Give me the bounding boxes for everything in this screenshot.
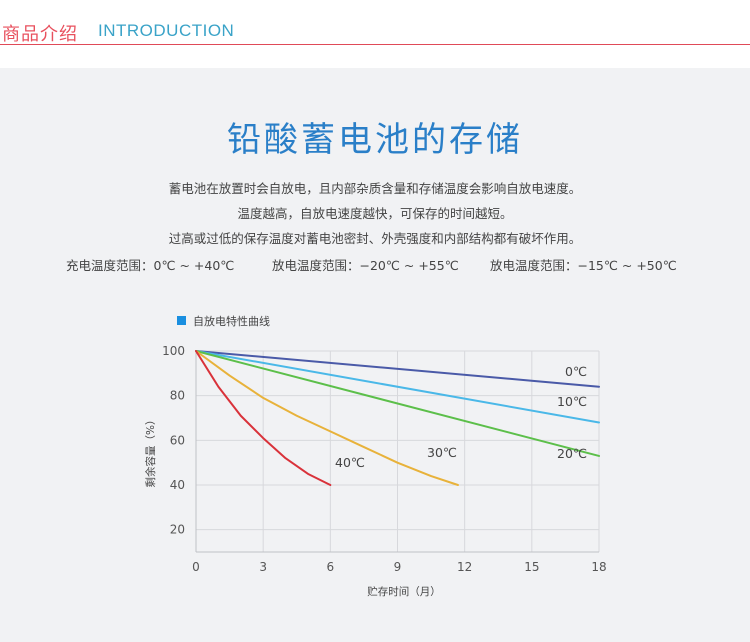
series-label: 0℃ — [565, 364, 587, 379]
header-divider — [0, 44, 750, 45]
x-tick-label: 12 — [457, 560, 472, 574]
x-axis-title: 贮存时间（月） — [367, 585, 441, 598]
x-tick-label: 0 — [192, 560, 200, 574]
legend-label: 自放电特性曲线 — [193, 314, 270, 328]
intro-line-1: 蓄电池在放置时会自放电，且内部杂质含量和存储温度会影响自放电速度。 — [168, 181, 582, 196]
series-label: 30℃ — [427, 445, 457, 460]
series-label: 20℃ — [557, 446, 587, 461]
x-tick-label: 3 — [259, 560, 267, 574]
x-tick-label: 9 — [394, 560, 402, 574]
intro-line-2: 温度越高，自放电速度越快，可保存的时间越短。 — [237, 206, 513, 221]
series-line — [195, 350, 332, 486]
series-label: 10℃ — [557, 394, 587, 409]
x-tick-label: 18 — [591, 560, 606, 574]
intro-line-3: 过高或过低的保存温度对蓄电池密封、外壳强度和内部结构都有破坏作用。 — [168, 231, 582, 246]
legend-swatch — [177, 316, 186, 325]
series-line — [195, 350, 459, 486]
y-tick-label: 100 — [162, 344, 185, 358]
y-tick-label: 60 — [170, 433, 185, 447]
series-label: 40℃ — [335, 455, 365, 470]
header: 商品介绍 INTRODUCTION — [0, 0, 750, 46]
charge-temperature-range: 充电温度范围：0℃ ~ +40℃ — [66, 258, 235, 273]
series-line — [195, 350, 600, 424]
header-title-en: INTRODUCTION — [98, 21, 235, 40]
series-line — [195, 350, 600, 388]
page-title: 铅酸蓄电池的存储 — [227, 120, 523, 160]
y-tick-label: 40 — [170, 478, 185, 492]
discharge-temperature-range-2: 放电温度范围：−15℃ ~ +50℃ — [490, 258, 677, 273]
y-tick-label: 20 — [170, 523, 185, 537]
x-tick-label: 6 — [327, 560, 335, 574]
y-axis-title: 剩余容量（%） — [144, 415, 157, 488]
header-title-cn: 商品介绍 — [2, 24, 78, 45]
series-line — [195, 350, 600, 457]
discharge-temperature-range-1: 放电温度范围：−20℃ ~ +55℃ — [272, 258, 459, 273]
y-tick-label: 80 — [170, 389, 185, 403]
x-tick-label: 15 — [524, 560, 539, 574]
